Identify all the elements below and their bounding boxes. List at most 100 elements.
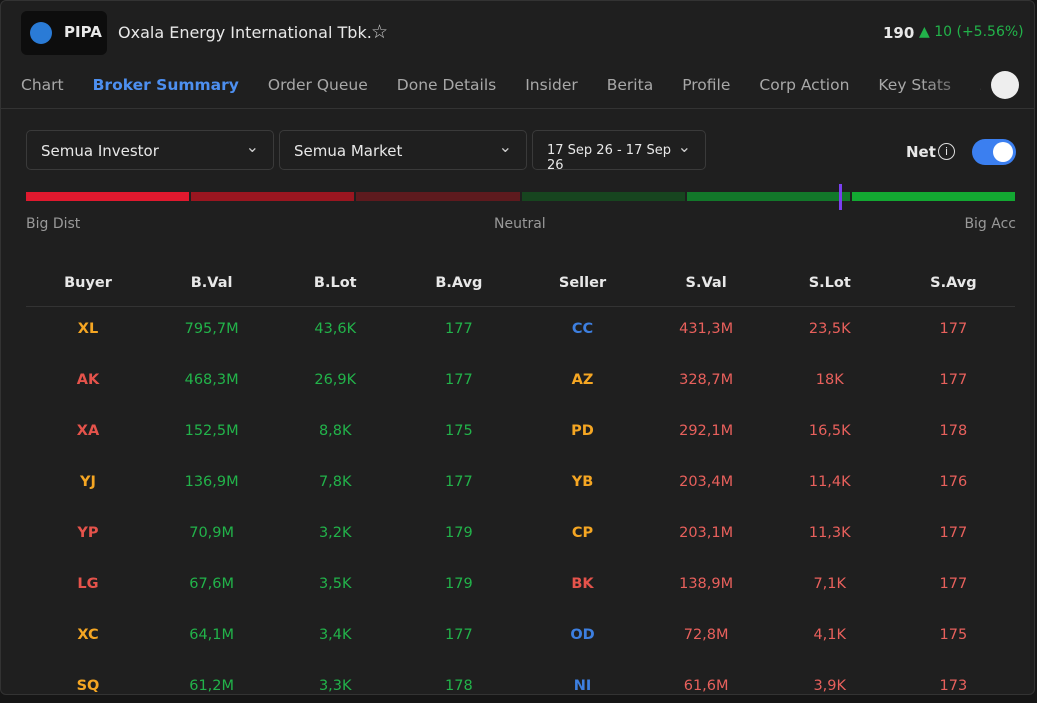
table-cell: 136,9M (184, 474, 239, 490)
market-dropdown[interactable]: Semua Market (279, 130, 527, 170)
bar-segment (851, 192, 1016, 201)
column-header: B.Lot (313, 275, 357, 291)
dropdown-text: 17 Sep 26 - 17 Sep 26 (547, 143, 671, 173)
tab[interactable]: Broker Summary (92, 76, 239, 94)
dropdown-text: Semua Market (294, 142, 403, 160)
table-cell: 203,4M (679, 474, 734, 490)
bar-segment (191, 192, 355, 201)
table-cell: 11,4K (808, 474, 851, 490)
change-text: 10 (+5.56%) (934, 24, 1024, 40)
date-dropdown[interactable]: 17 Sep 26 - 17 Sep 26 (532, 130, 706, 173)
bar-segment (356, 192, 520, 201)
table-cell: 177 (445, 627, 473, 643)
bar-segment (521, 192, 685, 201)
table-cell: 177 (939, 321, 968, 337)
table-cell: 176 (939, 474, 968, 490)
table-cell: 3,3K (318, 678, 352, 694)
settings-button[interactable] (991, 71, 1019, 99)
table-cell: 177 (445, 372, 473, 388)
ticker: PIPA (64, 23, 102, 41)
net-label: Net (906, 143, 936, 161)
broker-code: XC (77, 627, 99, 643)
table-cell: 3,5K (318, 576, 352, 592)
table-header: Buyer B.Val B.Lot B.Avg Seller S.Val S.Lot S.Av… (26, 263, 1015, 307)
tab[interactable]: Chart (21, 76, 64, 94)
tab[interactable]: Done Details (396, 76, 497, 94)
broker-code: CP (571, 525, 594, 541)
column-header: Buyer (64, 275, 112, 291)
table-cell: 179 (445, 525, 473, 541)
broker-code: AZ (571, 372, 594, 388)
column-header: B.Avg (435, 275, 483, 291)
table-cell: 328,7M (679, 372, 734, 388)
broker-code: PD (571, 423, 594, 439)
table-cell: 468,3M (184, 372, 239, 388)
broker-code: OD (570, 627, 595, 643)
column-header: B.Val (190, 275, 233, 291)
flow-marker (839, 184, 842, 210)
column-header: S.Avg (930, 275, 977, 291)
table-cell: 178 (939, 423, 968, 439)
broker-code: SQ (76, 678, 100, 694)
bar-segment (686, 192, 850, 201)
table-cell: 72,8M (683, 627, 729, 643)
table-cell: 67,6M (189, 576, 235, 592)
table-cell: 3,2K (318, 525, 352, 541)
table-cell: 173 (939, 678, 968, 694)
table-body: XL 795,7M 43,6K 177 CC 431,3M 23,5K 177 AK 468,3M… (26, 307, 1015, 694)
scale-label: Neutral (494, 216, 546, 232)
dropdown-text: Semua Investor (41, 142, 159, 160)
bar-segment (26, 192, 190, 201)
favorite-star[interactable]: ☆ (371, 21, 389, 43)
table-cell: 61,2M (189, 678, 235, 694)
table-cell: 43,6K (314, 321, 357, 337)
table-cell: 23,5K (808, 321, 851, 337)
table-cell: 138,9M (679, 576, 734, 592)
tab[interactable]: Insider (525, 76, 578, 94)
table-cell: 179 (445, 576, 473, 592)
table-cell: 175 (939, 627, 968, 643)
column-header: S.Val (685, 275, 727, 291)
table-cell: 795,7M (184, 321, 239, 337)
tab[interactable]: Order Queue (267, 76, 368, 94)
broker-code: AK (76, 372, 100, 388)
tab[interactable]: Profile (682, 76, 731, 94)
scale-label: Big Dist (26, 216, 81, 232)
table-cell: 177 (939, 372, 968, 388)
table-cell: 175 (445, 423, 473, 439)
column-header: S.Lot (808, 275, 851, 291)
table-cell: 177 (939, 525, 968, 541)
table-cell: 203,1M (679, 525, 734, 541)
table-cell: 178 (445, 678, 473, 694)
table-cell: 3,9K (813, 678, 847, 694)
table-cell: 64,1M (189, 627, 235, 643)
price-change: ▲ 10 (+5.56%) (919, 24, 1024, 40)
table-cell: 18K (815, 372, 844, 388)
broker-code: XL (77, 321, 99, 337)
flow-bar (26, 192, 1016, 201)
table-cell: 8,8K (318, 423, 352, 439)
broker-code: BK (571, 576, 594, 592)
table-cell: 11,3K (808, 525, 851, 541)
table-cell: 7,1K (813, 576, 847, 592)
net-toggle[interactable] (972, 139, 1016, 165)
table-cell: 177 (445, 321, 473, 337)
broker-code: CC (571, 321, 594, 337)
separator (1, 108, 1034, 109)
table-cell: 152,5M (184, 423, 239, 439)
info-icon[interactable]: i (938, 143, 955, 160)
scale-label: Big Acc (964, 216, 1016, 232)
broker-code: YJ (80, 474, 96, 490)
tabs: Chart Broker Summary Order Queue Done Detai… (21, 76, 981, 94)
table-cell: 16,5K (808, 423, 851, 439)
tab[interactable]: Berita (606, 76, 654, 94)
broker-code: YP (77, 525, 99, 541)
tab[interactable]: Corp Action (759, 76, 850, 94)
table-cell: 26,9K (314, 372, 357, 388)
broker-code: NI (573, 678, 592, 694)
table-cell: 431,3M (679, 321, 734, 337)
tab-fade (921, 69, 991, 103)
price: 190 (883, 24, 915, 42)
investor-dropdown[interactable]: Semua Investor (26, 130, 274, 170)
